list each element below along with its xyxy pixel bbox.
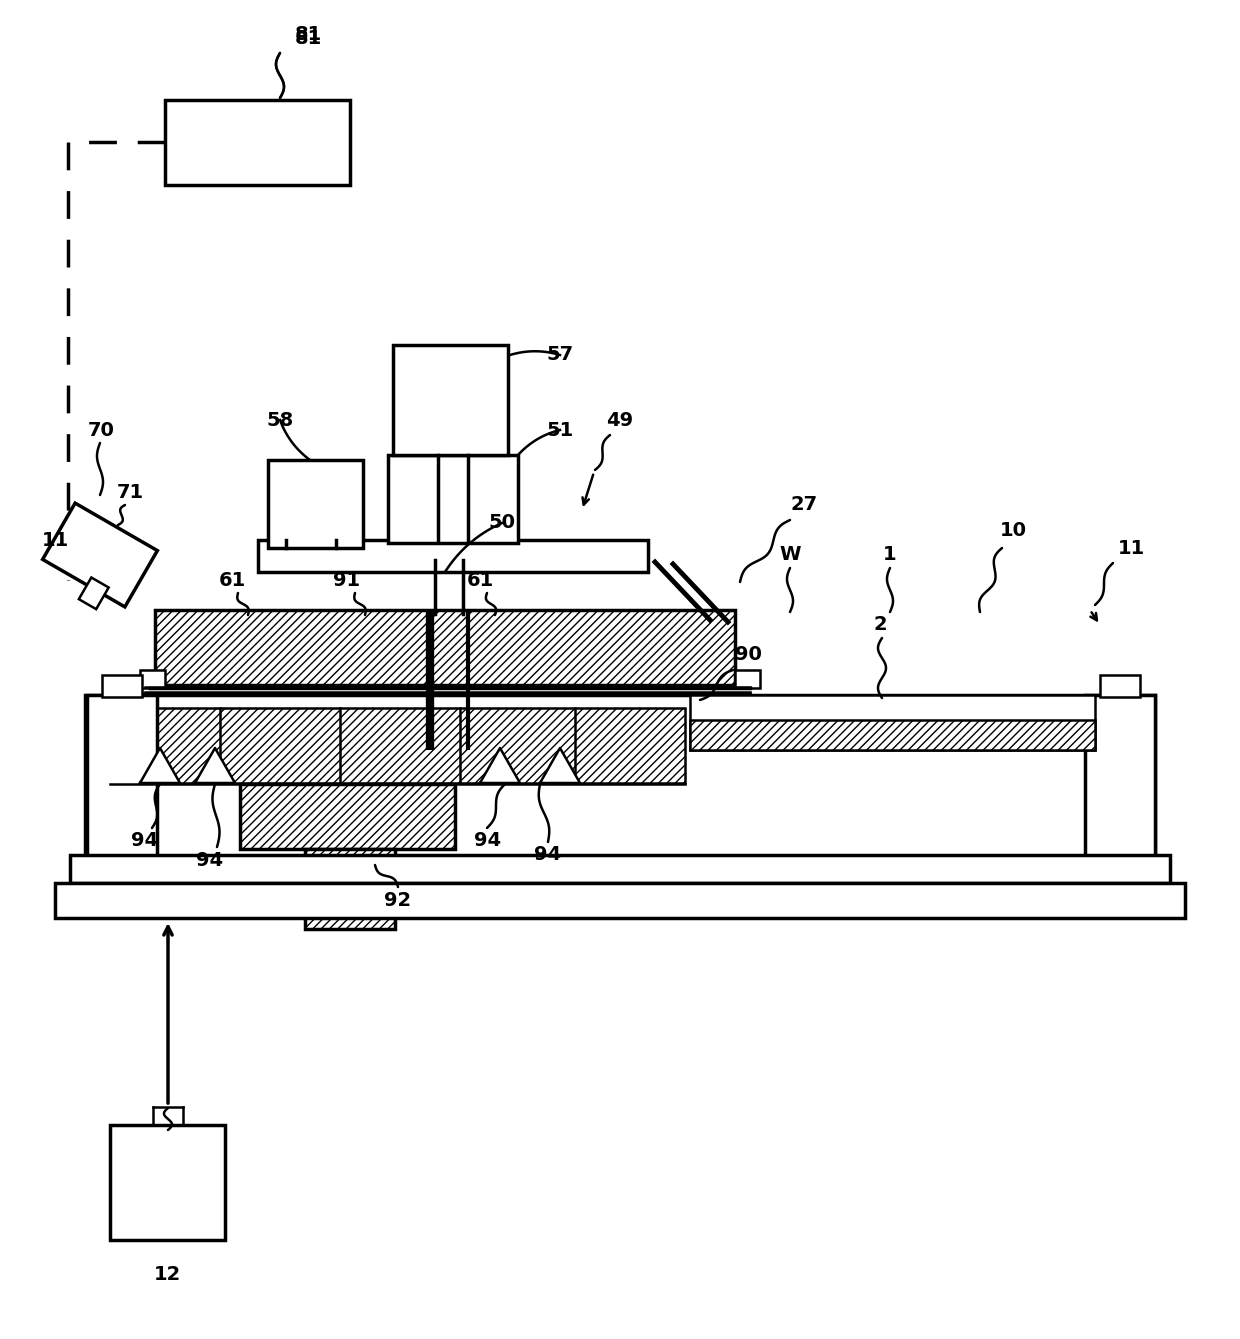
Text: 51: 51: [547, 420, 574, 439]
Text: 57: 57: [547, 345, 574, 364]
Text: 49: 49: [606, 411, 634, 430]
Bar: [55, 882, 1185, 919]
Text: 50: 50: [489, 513, 516, 533]
Bar: [102, 675, 143, 698]
Bar: [1100, 675, 1140, 698]
Polygon shape: [539, 749, 580, 783]
Text: 81: 81: [295, 28, 322, 47]
Bar: [140, 670, 165, 688]
Text: 71: 71: [117, 483, 144, 502]
Text: 2: 2: [873, 616, 887, 635]
Bar: [305, 849, 396, 929]
Text: 58: 58: [267, 411, 294, 430]
Bar: [110, 1125, 224, 1240]
Bar: [388, 455, 518, 544]
Bar: [165, 100, 350, 185]
Text: 94: 94: [196, 850, 223, 869]
Bar: [69, 856, 1171, 882]
Bar: [268, 461, 363, 548]
Bar: [155, 611, 735, 686]
Bar: [87, 695, 157, 865]
Text: 61: 61: [218, 570, 246, 589]
Text: 1: 1: [883, 545, 897, 565]
Bar: [110, 708, 684, 783]
Polygon shape: [480, 749, 520, 783]
Text: 92: 92: [384, 890, 412, 909]
Polygon shape: [42, 503, 157, 607]
Polygon shape: [79, 577, 109, 609]
Text: 94: 94: [534, 845, 562, 865]
Text: 12: 12: [154, 1265, 181, 1284]
Text: 10: 10: [999, 521, 1027, 540]
Bar: [241, 785, 455, 849]
Text: 81: 81: [295, 25, 322, 44]
Bar: [258, 540, 649, 572]
Text: 94: 94: [131, 830, 159, 849]
Polygon shape: [140, 749, 180, 783]
Bar: [689, 720, 1095, 750]
Bar: [735, 670, 760, 688]
Text: 91: 91: [334, 570, 361, 589]
Bar: [86, 695, 1154, 865]
Text: 61: 61: [466, 570, 494, 589]
Bar: [689, 695, 1095, 750]
Polygon shape: [195, 749, 236, 783]
Text: 90: 90: [735, 645, 761, 664]
Text: 27: 27: [790, 495, 817, 514]
Text: W: W: [779, 545, 801, 565]
Bar: [393, 345, 508, 455]
Text: 11: 11: [41, 530, 68, 549]
Text: 11: 11: [1118, 538, 1146, 557]
Text: 94: 94: [475, 830, 501, 849]
Bar: [1085, 695, 1154, 865]
Text: 70: 70: [88, 420, 115, 439]
